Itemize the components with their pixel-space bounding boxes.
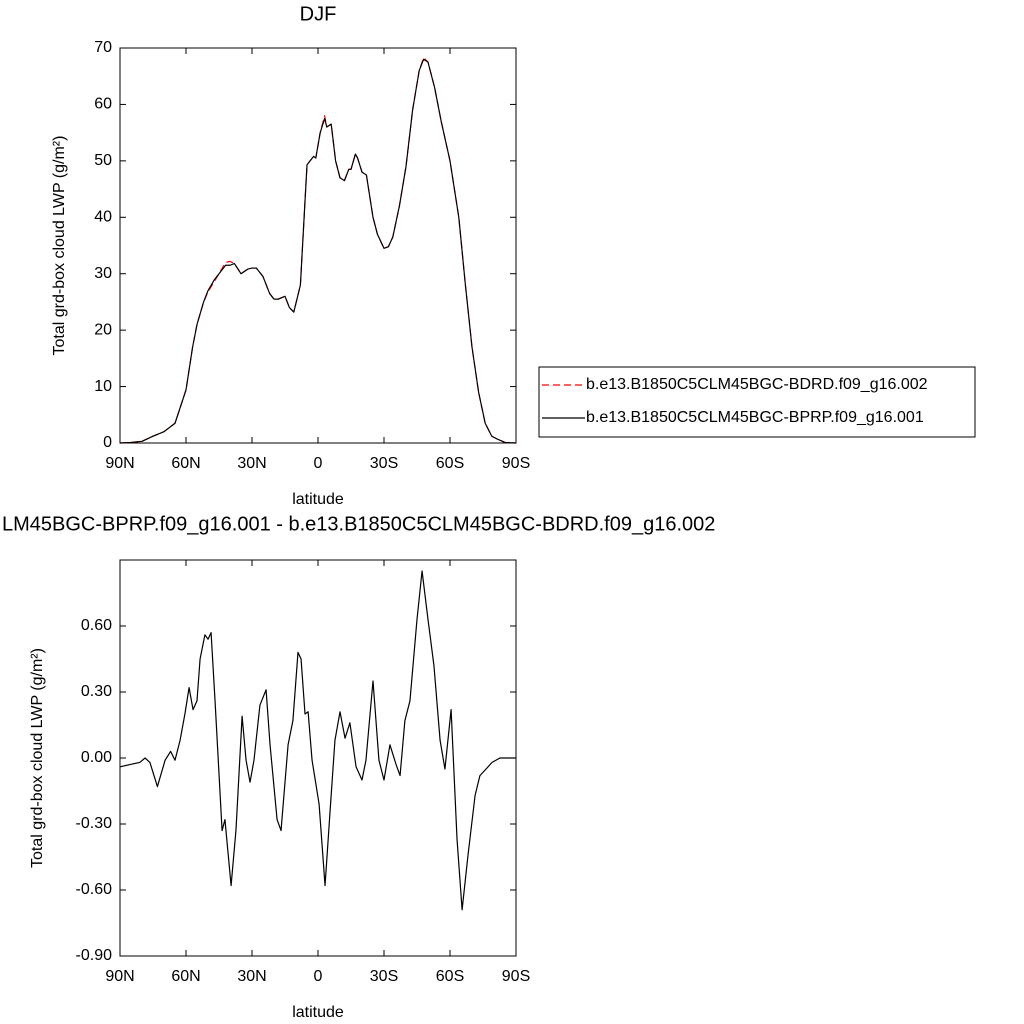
y-tick-label: 0.00 [81, 749, 112, 766]
x-tick-label: 30S [370, 455, 398, 472]
y-tick-label: 20 [94, 321, 112, 338]
y-axis-label: Total grd-box cloud LWP (g/m²) [29, 648, 46, 868]
y-axis-label: Total grd-box cloud LWP (g/m²) [51, 136, 68, 356]
y-tick-label: -0.60 [76, 881, 113, 898]
y-tick-label: 70 [94, 39, 112, 56]
y-tick-label: -0.30 [76, 815, 113, 832]
series-line [119, 570, 516, 911]
y-tick-label: 40 [94, 209, 112, 226]
legend-label: b.e13.B1850C5CLM45BGC-BPRP.f09_g16.001 [586, 409, 924, 426]
x-tick-label: 90S [502, 968, 530, 985]
x-tick-label: 90N [105, 455, 134, 472]
x-tick-label: 90N [105, 968, 134, 985]
chart-title: DJF [300, 3, 337, 25]
y-tick-label: -0.90 [76, 947, 113, 964]
y-tick-label: 50 [94, 152, 112, 169]
x-tick-label: 0 [314, 968, 323, 985]
x-tick-label: 30N [237, 968, 266, 985]
y-tick-label: 0 [103, 434, 112, 451]
x-tick-label: 60S [436, 455, 464, 472]
legend-box [538, 366, 976, 438]
chart-title: LM45BGC-BPRP.f09_g16.001 - b.e13.B1850C5… [2, 513, 715, 535]
y-tick-label: 30 [94, 265, 112, 282]
y-tick-label: 10 [94, 378, 112, 395]
x-tick-label: 90S [502, 455, 530, 472]
x-tick-label: 0 [314, 455, 323, 472]
series-line [119, 58, 517, 444]
x-tick-label: 30S [370, 968, 398, 985]
y-tick-label: 0.30 [81, 683, 112, 700]
x-axis-label: latitude [292, 491, 344, 508]
x-tick-label: 60N [171, 968, 200, 985]
x-tick-label: 60N [171, 455, 200, 472]
y-tick-label: 0.60 [81, 617, 112, 634]
y-tick-label: 60 [94, 96, 112, 113]
legend-label: b.e13.B1850C5CLM45BGC-BDRD.f09_g16.002 [586, 376, 928, 393]
x-tick-label: 30N [237, 455, 266, 472]
x-tick-label: 60S [436, 968, 464, 985]
x-axis-label: latitude [292, 1004, 344, 1021]
